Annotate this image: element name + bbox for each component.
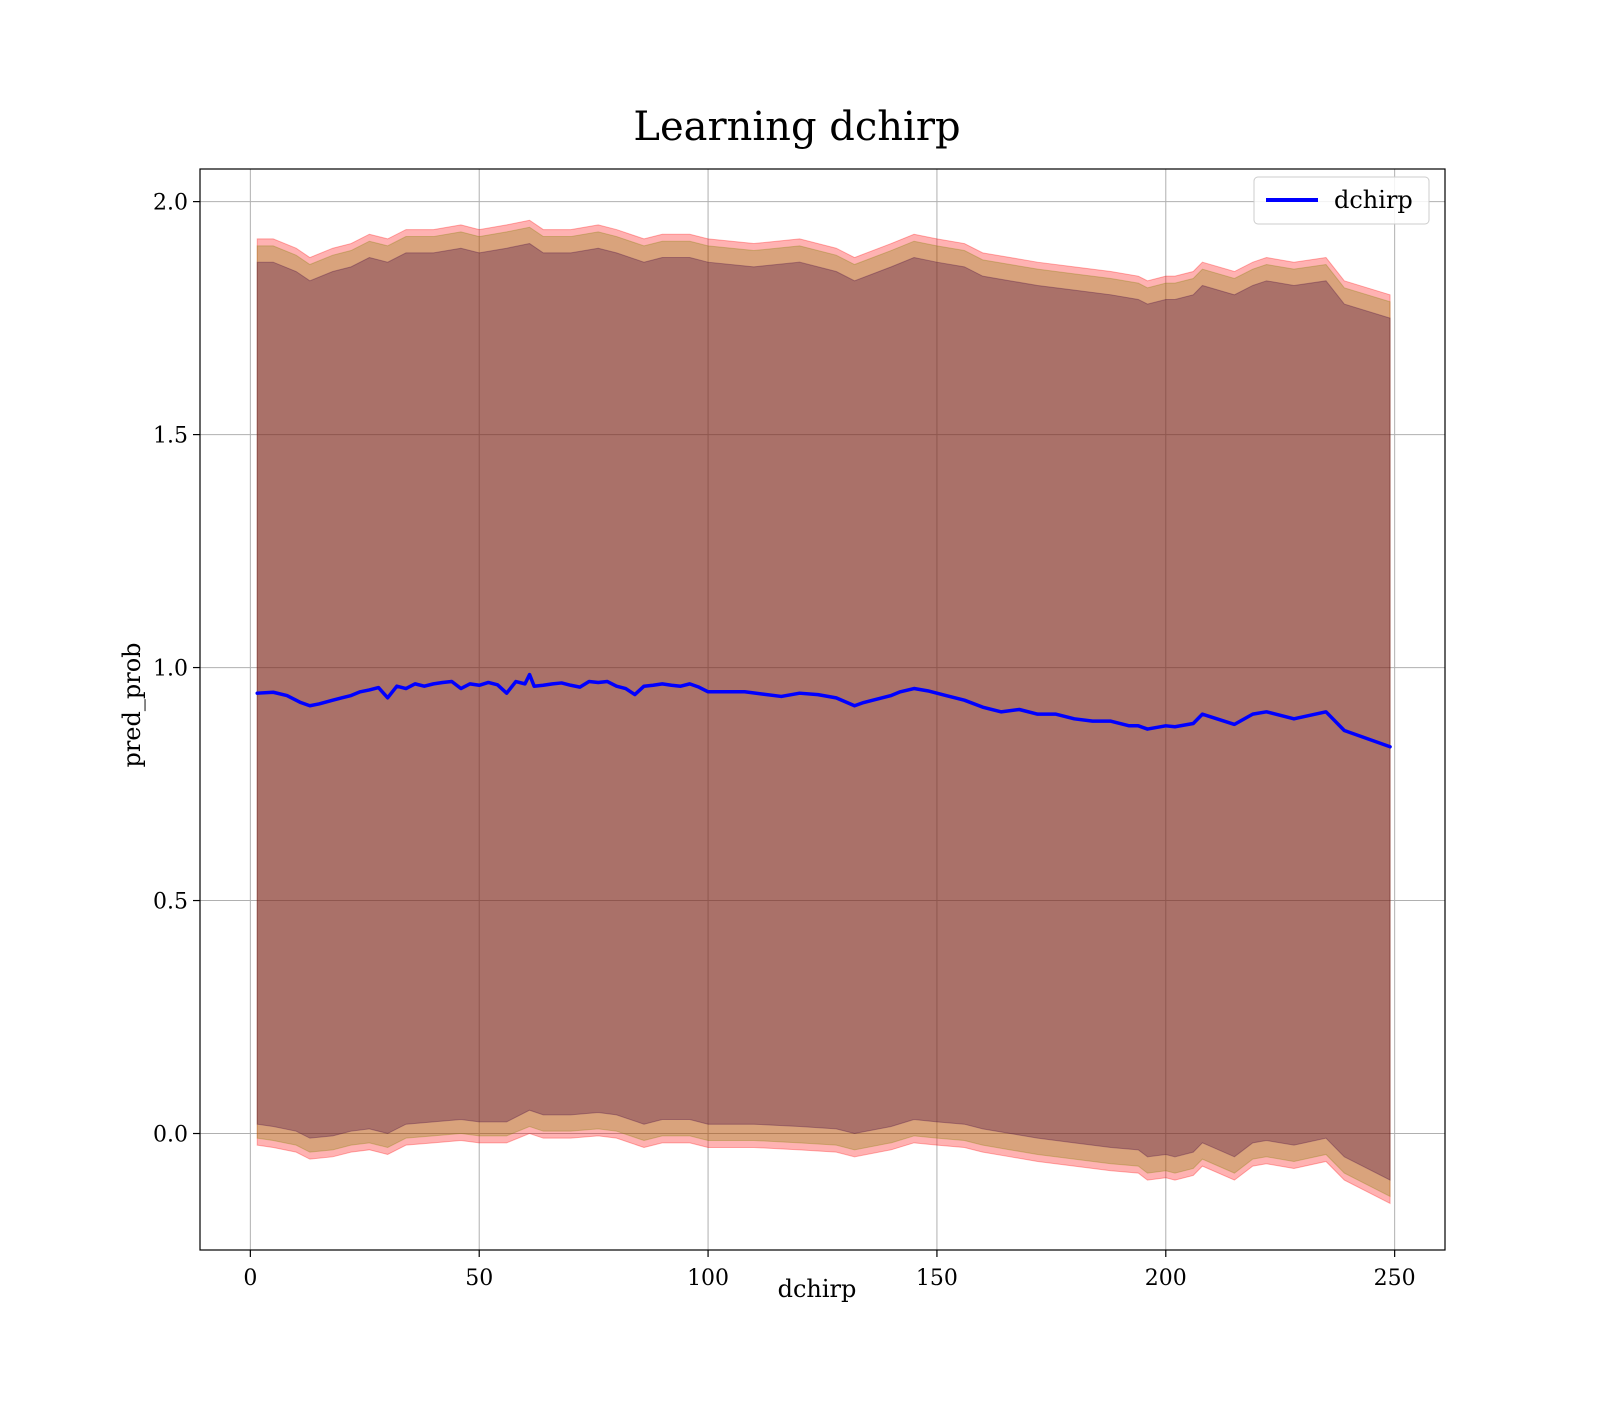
confidence-band [256,243,1391,1181]
confidence-band [256,219,1391,1205]
x-tick-label: 100 [687,1266,729,1291]
x-axis-ticks: 0 50 100 150 200 250 [243,1250,1416,1291]
x-tick-label: 0 [243,1266,257,1291]
y-tick-label: 1.0 [153,657,188,682]
x-tick-label: 200 [1145,1266,1187,1291]
y-tick-label: 1.5 [153,424,188,449]
y-tick-label: 2.0 [153,191,188,216]
y-axis-ticks: 0.0 0.5 1.0 1.5 2.0 [153,191,200,1148]
legend-label: dchirp [1334,186,1413,214]
x-tick-label: 250 [1374,1266,1416,1291]
legend-box [1253,176,1430,225]
x-axis-label: dchirp [778,1275,857,1303]
grid-lines [200,169,1445,1250]
x-tick-label: 50 [465,1266,493,1291]
chart-title: Learning dchirp [633,104,960,150]
y-tick-label: 0.0 [153,1123,188,1148]
legend: dchirp [1253,176,1430,225]
series-line [255,672,1392,749]
confidence-band [256,226,1391,1198]
y-axis-label: pred_prob [118,642,146,767]
confidence-bands [256,219,1391,1205]
x-tick-label: 150 [916,1266,958,1291]
series-lines [255,672,1392,749]
y-tick-label: 0.5 [153,890,188,915]
plot-frame [199,168,1446,1251]
